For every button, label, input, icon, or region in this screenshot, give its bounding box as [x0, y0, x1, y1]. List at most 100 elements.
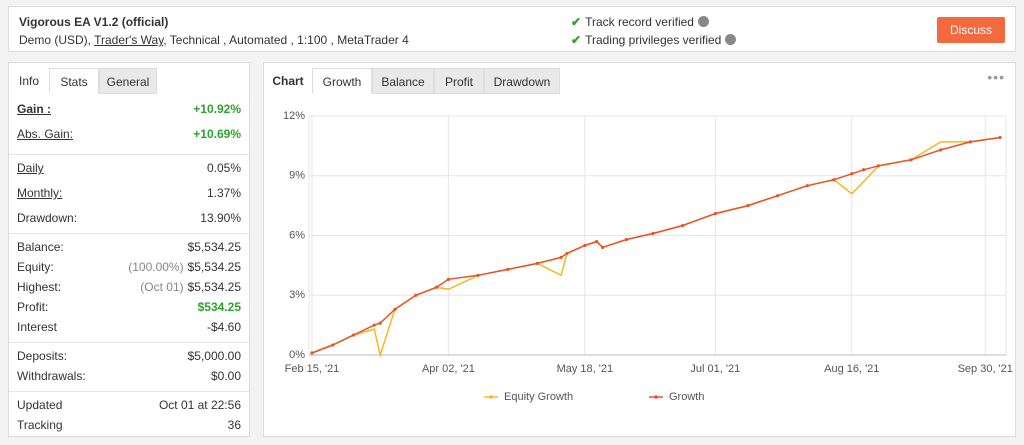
point	[681, 223, 685, 228]
stat-value-wrap: (100.00%) $5,534.25	[128, 258, 241, 276]
point	[624, 237, 628, 242]
stat-value-wrap: (Oct 01) $5,534.25	[140, 278, 241, 296]
stat-value: +10.69%	[193, 127, 241, 141]
point	[476, 273, 480, 277]
stat-label: Profit:	[17, 300, 49, 314]
x-tick-label: May 18, '21	[557, 363, 614, 375]
header: Vigorous EA V1.2 (official) Demo (USD), …	[8, 6, 1016, 52]
y-tick-label: 12%	[283, 110, 305, 122]
tab[interactable]: Stats	[49, 68, 99, 94]
stat-value: -$4.60	[206, 320, 241, 334]
series-line	[311, 136, 1001, 358]
stat-value: $0.00	[210, 369, 241, 383]
point	[713, 211, 717, 216]
stat-label: Gain :	[17, 102, 52, 116]
stat-label: Withdrawals:	[17, 369, 86, 383]
legend-label: Equity Growth	[504, 391, 573, 403]
point	[393, 307, 397, 311]
badge-text: Track record verified	[585, 15, 694, 29]
x-tick-label: Feb 15, '21	[285, 363, 340, 375]
x-tick-label: Apr 02, '21	[422, 363, 475, 375]
stat-label: Deposits:	[17, 349, 68, 363]
y-tick-label: 6%	[289, 229, 305, 241]
x-tick-label: Aug 16, '21	[824, 363, 879, 375]
tab[interactable]: Info	[9, 68, 49, 94]
stat-label: Monthly:	[17, 186, 63, 200]
stat-row: Monthly: 1.37%	[17, 184, 241, 202]
point	[310, 351, 314, 355]
stat-value: $5,534.25	[187, 260, 241, 274]
stat-label: Updated	[17, 398, 63, 412]
x-tick-label: Sep 30, '21	[958, 363, 1013, 375]
tab[interactable]: Growth	[312, 68, 372, 94]
stat-label: Tracking	[17, 418, 63, 432]
point	[414, 293, 418, 297]
series-line	[311, 136, 1001, 354]
point	[372, 323, 376, 327]
badge: ✔ Trading privileges verified	[571, 31, 737, 49]
point	[746, 204, 750, 208]
stat-value-wrap: $0.00	[211, 367, 241, 385]
point	[506, 267, 510, 271]
stats-panel: Info Stats General Gain : +10.92% Abs. Gain: +…	[8, 62, 250, 437]
point	[968, 140, 973, 144]
stat-row: Profit: $534.25	[17, 298, 241, 316]
stat-value-wrap: 0.05%	[207, 159, 241, 177]
y-tick-label: 3%	[289, 289, 305, 301]
stat-value-wrap: $5,534.25	[188, 238, 241, 256]
point	[876, 164, 881, 168]
discuss-button[interactable]: Discuss	[937, 17, 1005, 43]
stat-value: $5,534.25	[187, 280, 241, 294]
menu-icon[interactable]: •••	[987, 69, 1005, 85]
badges: ✔ Track record verified ✔ Trading privilege…	[571, 13, 737, 49]
stat-row: Daily 0.05%	[17, 159, 241, 177]
tab[interactable]: Balance	[372, 68, 434, 94]
point	[535, 261, 539, 265]
x-tick-label: Jul 01, '21	[690, 363, 740, 375]
stat-label: Daily	[17, 161, 44, 175]
stat-row: Gain : +10.92%	[17, 100, 241, 118]
stat-row: Abs. Gain: +10.69%	[17, 125, 241, 143]
tab[interactable]: Chart	[264, 68, 312, 94]
details: , Technical , Automated , 1:100 , MetaTr…	[163, 33, 409, 47]
tab[interactable]: Drawdown	[484, 68, 560, 94]
point	[595, 239, 599, 244]
stat-value: $5,534.25	[187, 240, 241, 254]
check-icon: ✔	[571, 33, 582, 47]
tab[interactable]: Profit	[434, 68, 484, 94]
check-icon: ✔	[571, 15, 582, 29]
stat-row: Interest -$4.60	[17, 318, 241, 336]
stat-label: Abs. Gain:	[17, 127, 74, 141]
badge-text: Trading privileges verified	[585, 33, 722, 47]
stat-value: Oct 01 at 22:56	[158, 398, 241, 412]
stat-value: 36	[227, 418, 241, 432]
stat-value-wrap: $5,000.00	[188, 347, 241, 365]
info-icon	[697, 16, 709, 27]
stat-value: 13.90%	[200, 211, 241, 225]
point	[832, 178, 836, 182]
stat-row: Withdrawals: $0.00	[17, 367, 241, 385]
broker-link[interactable]: Trader's Way	[94, 33, 164, 47]
separator	[9, 154, 249, 155]
point	[331, 343, 335, 347]
tab[interactable]: General	[99, 68, 157, 94]
stat-value-wrap: +10.92%	[193, 100, 241, 118]
legend-label: Growth	[669, 391, 704, 403]
separator	[9, 391, 249, 392]
point	[805, 184, 809, 188]
stat-row: Balance: $5,534.25	[17, 238, 241, 256]
stat-row: Tracking 36	[17, 416, 241, 434]
stat-value: $5,000.00	[187, 349, 241, 363]
point	[559, 255, 563, 260]
stat-row: Deposits: $5,000.00	[17, 347, 241, 365]
chart: 0% 3% 6% 9% 12% Feb 15, '21 Apr 02, '21 May 18,…	[283, 110, 1013, 403]
stat-value: 0.05%	[206, 161, 241, 175]
stat-value-wrap: 13.90%	[200, 209, 241, 227]
point	[862, 168, 866, 172]
point	[651, 231, 655, 236]
stat-value-wrap: +10.69%	[193, 125, 241, 143]
account: Demo (USD)	[19, 33, 88, 47]
stat-row: Updated Oct 01 at 22:56	[17, 396, 241, 414]
point	[378, 321, 382, 325]
